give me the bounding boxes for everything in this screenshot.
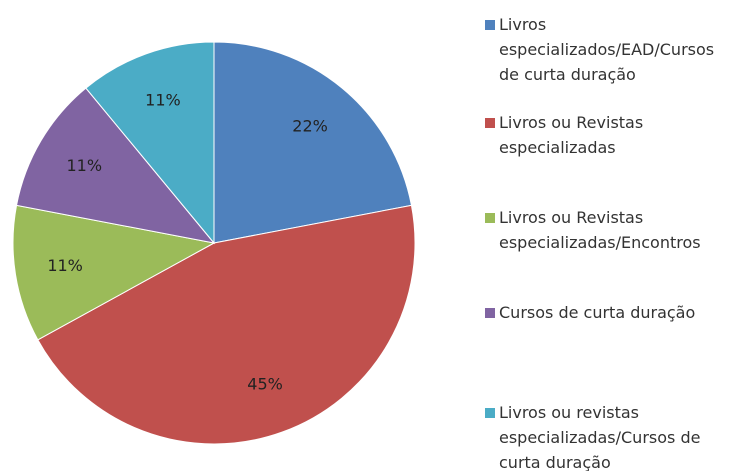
legend-item: Cursos de curta duração xyxy=(485,300,730,325)
pie-slice xyxy=(85,41,215,245)
legend-label: Cursos de curta duração xyxy=(499,303,696,322)
legend-label: Livros especializados/EAD/Cursos de curt… xyxy=(499,15,715,84)
legend-label: Livros ou Revistas especializadas/Encont… xyxy=(499,208,701,252)
legend-swatch xyxy=(485,408,495,418)
legend-swatch xyxy=(485,20,495,30)
legend-item: Livros ou Revistas especializadas/Encont… xyxy=(485,205,730,255)
data-label: 11% xyxy=(66,156,102,175)
data-label: 45% xyxy=(247,374,283,393)
legend-swatch xyxy=(485,308,495,318)
legend-swatch xyxy=(485,118,495,128)
pie-slice xyxy=(15,87,216,244)
pie-slice xyxy=(12,204,216,341)
pie-slice xyxy=(213,41,413,244)
pie-slice xyxy=(37,204,416,445)
legend-swatch xyxy=(485,213,495,223)
data-label: 11% xyxy=(47,256,83,275)
legend-item: Livros especializados/EAD/Cursos de curt… xyxy=(485,12,730,87)
data-label: 11% xyxy=(145,91,181,110)
legend-label: Livros ou revistas especializadas/Cursos… xyxy=(499,403,701,471)
legend-label: Livros ou Revistas especializadas xyxy=(499,113,644,157)
data-label: 22% xyxy=(292,116,328,135)
legend-item: Livros ou Revistas especializadas xyxy=(485,110,730,160)
legend-item: Livros ou revistas especializadas/Cursos… xyxy=(485,400,730,471)
